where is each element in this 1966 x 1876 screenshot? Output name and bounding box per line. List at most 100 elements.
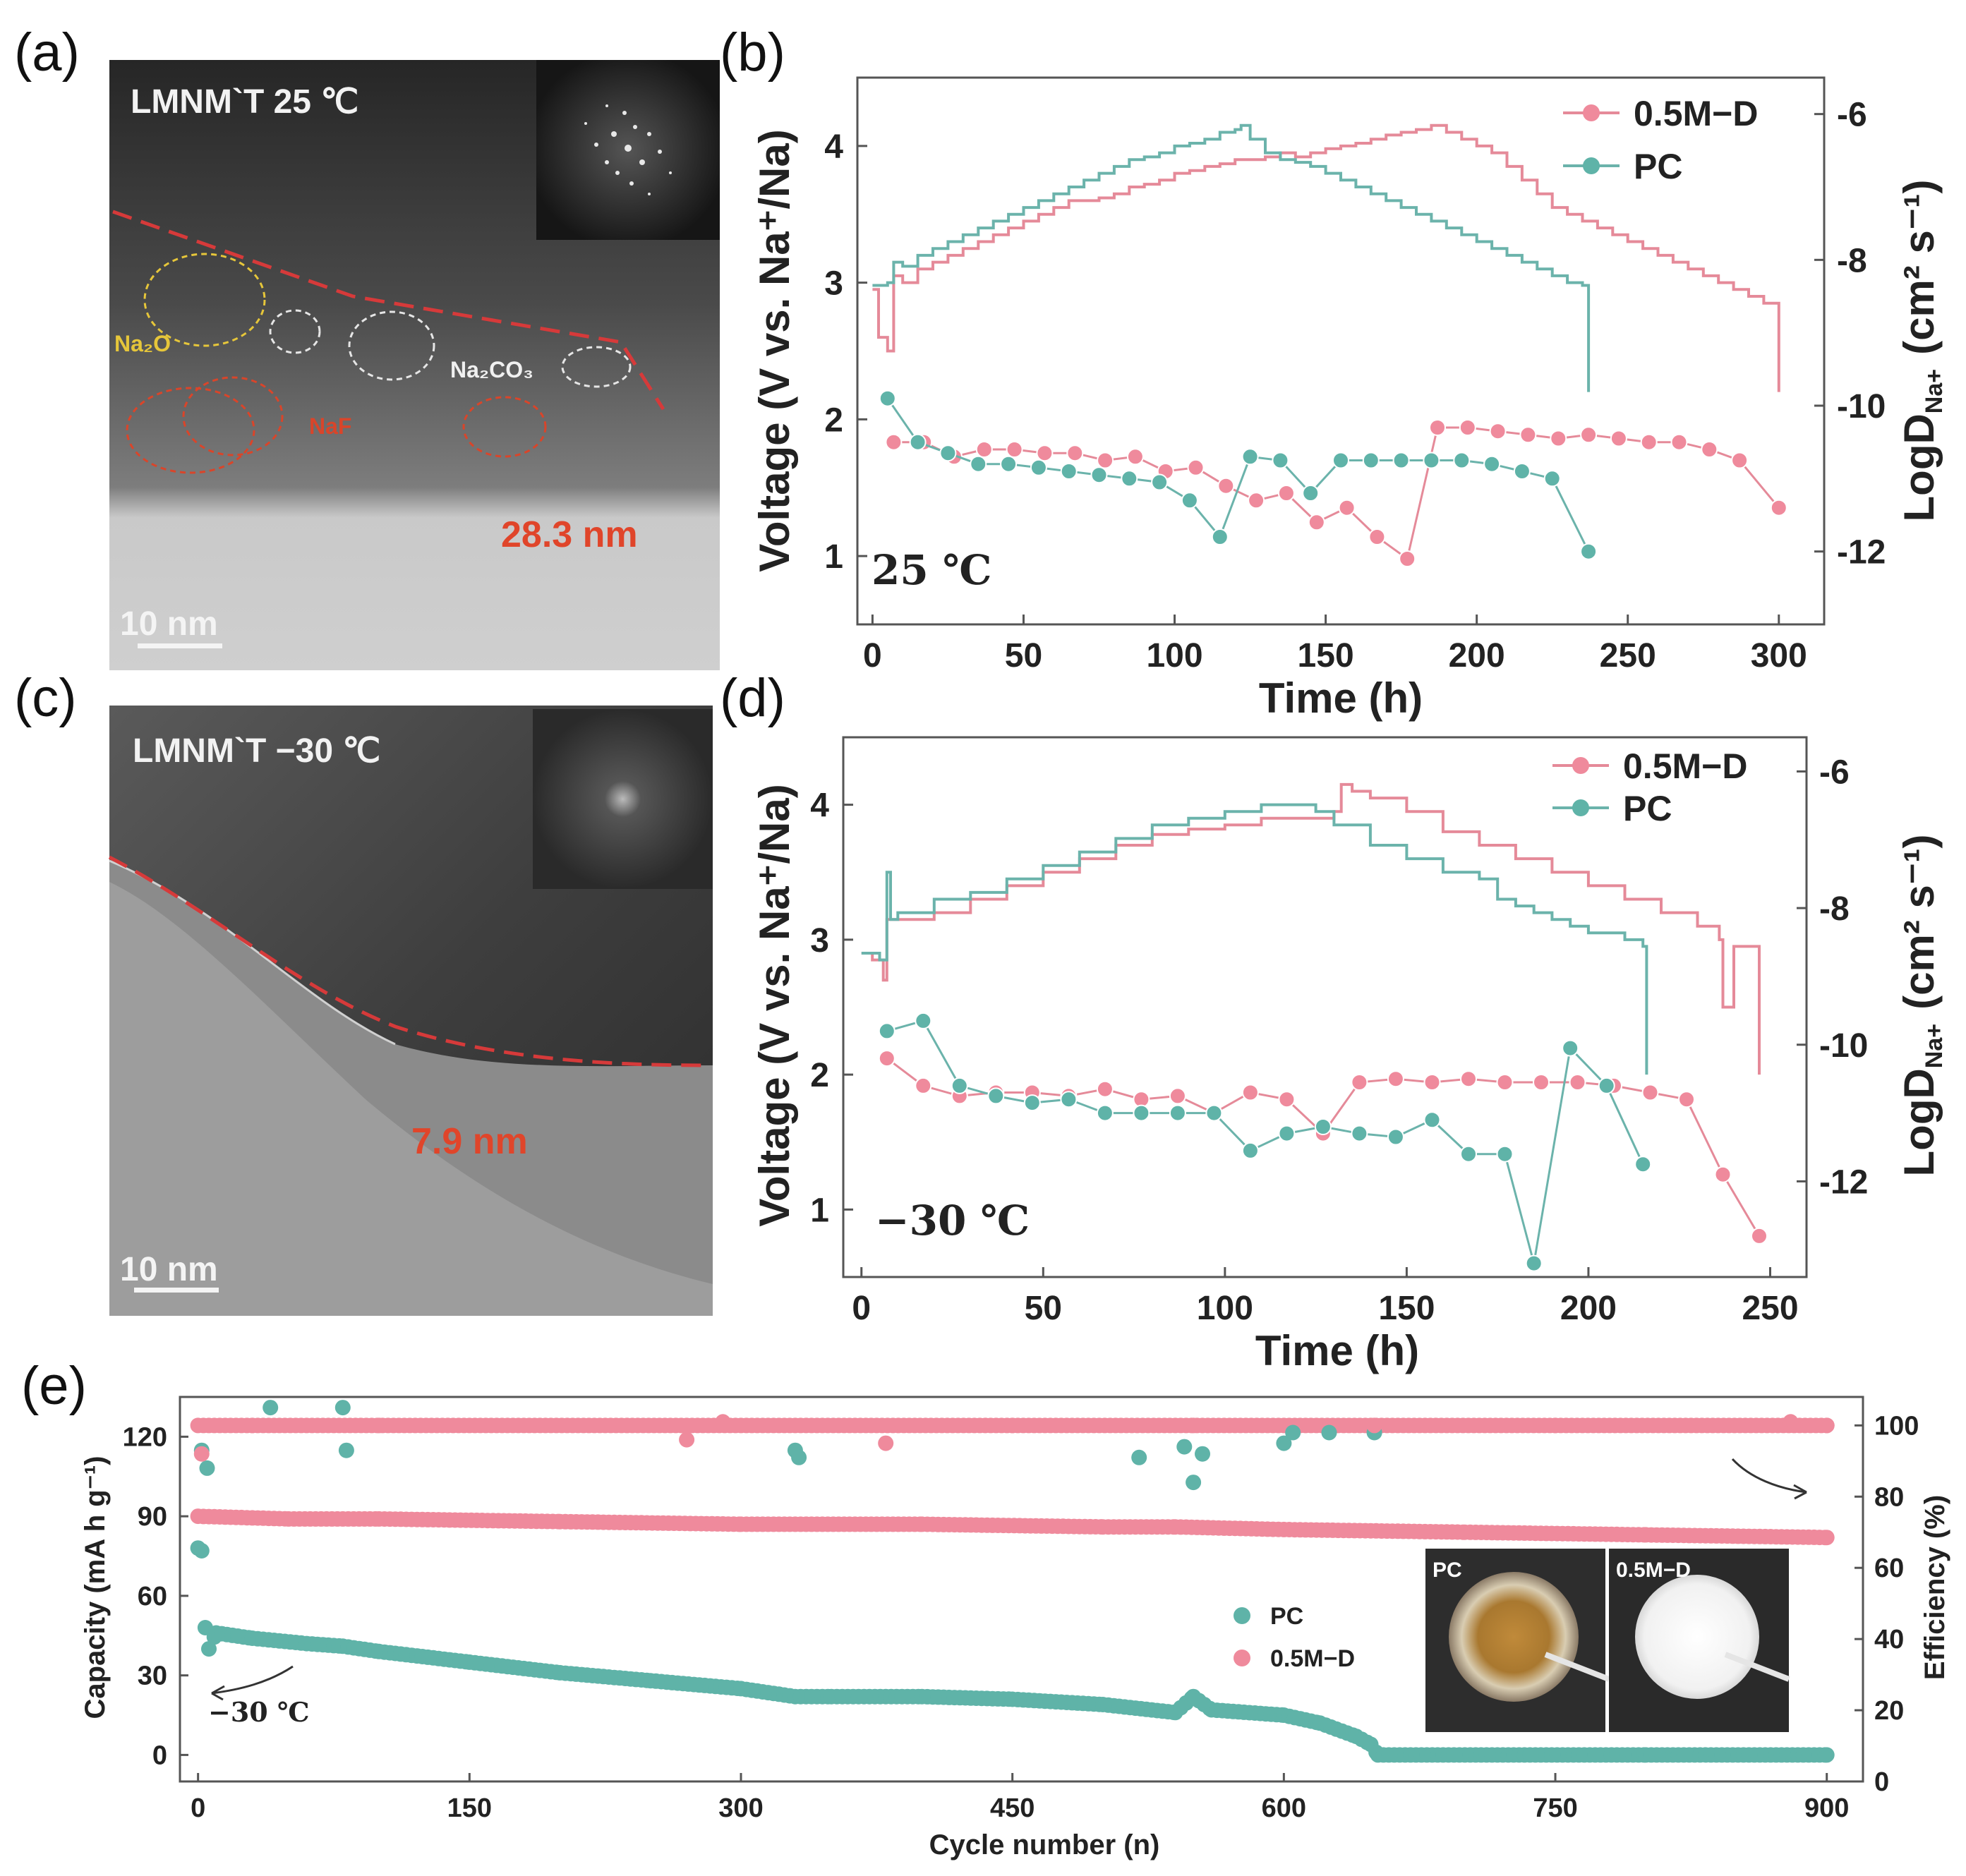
chart-b-logd-point xyxy=(1030,459,1047,476)
chart-b-logd-point xyxy=(1217,477,1235,495)
region-naf-2 xyxy=(182,376,284,456)
chart-e-capacity-point xyxy=(1819,1530,1835,1546)
photo-05md-separator xyxy=(1635,1575,1759,1699)
chart-d-legend-marker-1 xyxy=(1572,799,1589,816)
chart-d-logd-point xyxy=(1387,1128,1404,1146)
chart-b-logd-point xyxy=(1453,452,1471,469)
chart-e-capacity-point xyxy=(1819,1747,1835,1763)
chart-b-legend-marker-0 xyxy=(1583,104,1600,121)
chart-b-logd-point xyxy=(885,433,903,451)
chart-e-efficiency-point xyxy=(263,1400,279,1416)
chart-e-legend: PC 0.5M−D xyxy=(1234,1603,1355,1672)
chart-d-logd-point xyxy=(1423,1111,1441,1129)
chart-b-y2-label-units: (cm² s⁻¹) xyxy=(1895,180,1943,355)
chart-d-y-axis-label: Voltage (V vs. Na⁺/Na) xyxy=(751,784,798,1226)
chart-b-logd-point xyxy=(1338,499,1356,516)
chart-d-logd-point xyxy=(1278,1091,1296,1108)
chart-d-x-axis-label: Time (h) xyxy=(1255,1327,1419,1374)
chart-b-logd-point xyxy=(1368,528,1386,545)
chart-d-x-tick-label: 200 xyxy=(1560,1290,1617,1327)
chart-b-y2-label-main: LogD xyxy=(1895,413,1943,521)
chart-d-logd-point xyxy=(951,1077,968,1094)
chart-e-legend-marker-0 xyxy=(1234,1607,1250,1624)
chart-e-ticks: 0 150 300 450 600 750 900 0 30 60 90 120 0 20 40 60 80 10… xyxy=(123,1411,1919,1823)
chart-e-efficiency-point xyxy=(679,1432,695,1448)
chart-b-logd-point xyxy=(1392,452,1410,469)
chart-b-logd-point xyxy=(909,433,927,451)
chart-e-efficiency-point xyxy=(878,1435,894,1451)
chart-b-x-tick-label: 50 xyxy=(1005,637,1042,674)
chart-e-efficiency-point xyxy=(1783,1414,1799,1430)
chart-b-logd-point xyxy=(1429,419,1446,436)
chart-b-logd-point xyxy=(1181,492,1198,509)
chart-d-logd-point xyxy=(915,1077,932,1094)
chart-e-x-tick-label: 150 xyxy=(447,1793,492,1823)
chart-d: 0 50 100 150 200 250 1 2 3 4 -12 -10 -8 -6 Time (h) V… xyxy=(751,736,1948,1374)
chart-b-logd-point xyxy=(1640,433,1658,451)
inset-photos: PC 0.5M−D xyxy=(1425,1549,1790,1732)
chart-e: 0 150 300 450 600 750 900 0 30 60 90 120 0 20 40 60 80 10… xyxy=(80,1396,1950,1860)
region-naf-1 xyxy=(126,387,255,474)
sei-boundary-a xyxy=(112,210,665,411)
chart-e-efficiency-point xyxy=(1819,1417,1835,1434)
chart-d-logd-point xyxy=(1351,1074,1368,1091)
chart-d-logd-point xyxy=(1205,1104,1223,1122)
chart-b-logd-point xyxy=(1000,455,1018,473)
chart-e-y2-tick-label: 100 xyxy=(1874,1411,1919,1441)
chart-b-logd-point xyxy=(1770,499,1787,516)
chart-e-efficiency-point xyxy=(715,1414,731,1430)
chart-e-efficiency-point xyxy=(244,1417,260,1434)
chart-b-logd-point xyxy=(1090,466,1108,484)
chart-d-y-tick-label: 2 xyxy=(810,1057,829,1094)
micrograph-a: LMNM`T 25 ℃ Na₂O Na₂CO₃ NaF 28.3 nm 10 n… xyxy=(109,60,720,670)
chart-b-frame xyxy=(856,76,1826,626)
chart-b-logd-series xyxy=(879,389,1787,567)
scale-bar-c xyxy=(134,1288,219,1293)
chart-b-y2-tick-label: -8 xyxy=(1837,242,1867,279)
chart-e-capacity-point xyxy=(193,1543,210,1559)
chart-e-efficiency-point xyxy=(1366,1417,1382,1434)
panel-label-d: (d) xyxy=(720,668,785,728)
sei-boundary-c xyxy=(108,855,706,1067)
chart-d-logd-point xyxy=(1496,1074,1514,1091)
chart-d-logd-point xyxy=(1562,1039,1579,1057)
chart-e-y-tick-label: 60 xyxy=(138,1582,167,1611)
chart-d-frame xyxy=(842,736,1808,1278)
chart-d-x-tick-label: 100 xyxy=(1197,1290,1253,1327)
chart-d-logd-point xyxy=(1423,1074,1441,1091)
scale-bar-a xyxy=(138,643,222,648)
chart-b-logd-point xyxy=(1580,426,1598,444)
thickness-a: 28.3 nm xyxy=(501,514,638,555)
panel-label-a: (a) xyxy=(14,23,80,83)
chart-b-y2-tick-label: -12 xyxy=(1837,534,1886,571)
chart-e-frame xyxy=(179,1396,1864,1783)
chart-d-y2-tick-label: -6 xyxy=(1819,754,1850,791)
chart-e-efficiency-point xyxy=(371,1417,387,1434)
chart-d-x-tick-label: 0 xyxy=(852,1290,871,1327)
chart-d-legend-label-0: 0.5M−D xyxy=(1623,746,1747,786)
chart-e-x-tick-label: 450 xyxy=(990,1793,1035,1823)
chart-b-legend-label-1: PC xyxy=(1634,147,1682,186)
label-naf: NaF xyxy=(309,413,351,439)
chart-b-logd-point xyxy=(1151,473,1169,491)
chart-b-legend-label-0: 0.5M−D xyxy=(1634,94,1758,133)
chart-d-logd-point xyxy=(1569,1074,1586,1091)
chart-b-voltage-line-1 xyxy=(872,123,1591,392)
chart-b: 0 50 100 150 200 250 300 1 2 3 4 -12 -10 -8 -6 Time (h… xyxy=(751,76,1948,722)
chart-d-logd-point xyxy=(1278,1125,1296,1142)
chart-d-ticks: 0 50 100 150 200 250 1 2 3 4 -12 -10 -8 -6 xyxy=(810,754,1868,1327)
chart-d-x-tick-label: 50 xyxy=(1025,1290,1062,1327)
panel-label-c: (c) xyxy=(14,668,77,728)
chart-e-x-tick-label: 600 xyxy=(1262,1793,1306,1823)
chart-d-voltage-series xyxy=(861,782,1761,1075)
chart-e-efficiency-point xyxy=(193,1446,210,1462)
chart-d-logd-point xyxy=(1678,1091,1695,1108)
chart-d-logd-point xyxy=(1634,1156,1652,1173)
chart-d-y-tick-label: 4 xyxy=(810,787,829,825)
chart-b-logd-point xyxy=(1036,444,1054,462)
thickness-c: 7.9 nm xyxy=(411,1121,528,1162)
label-na2o: Na₂O xyxy=(114,331,171,356)
chart-e-x-tick-label: 750 xyxy=(1533,1793,1577,1823)
chart-b-voltage-series xyxy=(872,123,1780,392)
chart-e-efficiency-point xyxy=(1321,1424,1337,1441)
